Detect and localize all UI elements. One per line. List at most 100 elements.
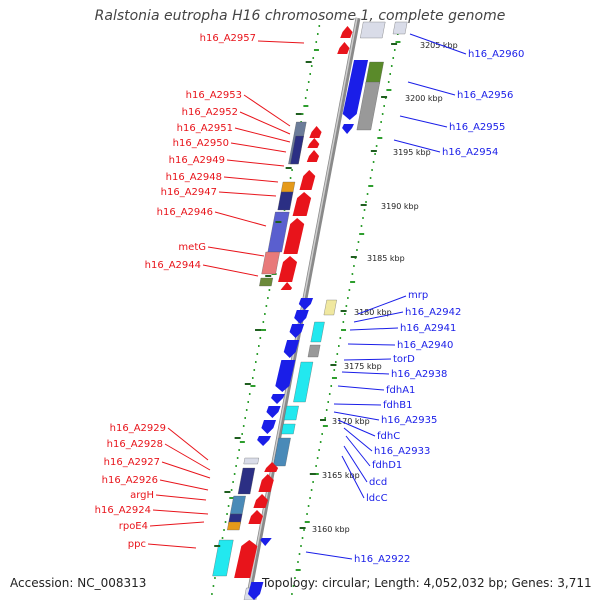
gene-arrow [260, 538, 272, 546]
gene-label[interactable]: h16_A2922 [354, 554, 410, 565]
gene-label[interactable]: h16_A2947 [161, 187, 217, 198]
label-leader-lines [147, 33, 467, 560]
gene-label[interactable]: h16_A2935 [381, 415, 437, 426]
gene-label[interactable]: h16_A2929 [110, 423, 166, 434]
cds-block [307, 344, 321, 358]
leader-line [343, 358, 392, 361]
leader-line [345, 435, 371, 467]
leader-line [234, 127, 291, 143]
gene-label[interactable]: h16_A2950 [173, 138, 229, 149]
cds-blocks [212, 21, 408, 600]
gene-label[interactable]: fdhC [377, 431, 400, 442]
leader-line [409, 33, 467, 55]
gene-label[interactable]: h16_A2956 [457, 90, 513, 101]
cds-block [259, 277, 274, 287]
gene-label[interactable]: h16_A2926 [102, 475, 158, 486]
gene-label[interactable]: h16_A2960 [468, 49, 524, 60]
gene-label[interactable]: dcd [369, 477, 387, 488]
cds-block [273, 437, 291, 467]
gene-label[interactable]: h16_A2955 [449, 122, 505, 133]
gene-label[interactable]: h16_A2933 [374, 446, 430, 457]
leader-line [223, 176, 279, 183]
gene-label[interactable]: argH [130, 490, 154, 501]
leader-line [230, 142, 287, 153]
kbp-label: 3165 kbp [322, 471, 360, 480]
gene-label[interactable]: h16_A2927 [104, 457, 160, 468]
gene-label[interactable]: h16_A2941 [400, 323, 456, 334]
map-title: Ralstonia eutropha H16 chromosome 1, com… [94, 8, 506, 24]
gene-label[interactable]: h16_A2951 [177, 123, 233, 134]
gene-label[interactable]: rpoE4 [119, 521, 148, 532]
gene-label[interactable]: fdhA1 [386, 385, 415, 396]
gene-arrow [337, 42, 350, 54]
leader-line [399, 115, 448, 128]
cds-block [277, 191, 294, 211]
gene-label[interactable]: fdhD1 [372, 460, 402, 471]
cds-block [227, 521, 241, 531]
leader-line [343, 427, 373, 452]
leader-line [161, 461, 211, 479]
gene-label[interactable]: ppc [128, 539, 146, 550]
leader-line [202, 264, 259, 277]
leader-line [149, 521, 205, 527]
gene-label[interactable]: h16_A2948 [166, 172, 222, 183]
gene-label[interactable]: h16_A2938 [391, 369, 447, 380]
gene-arrow [280, 282, 293, 290]
gene-arrow [307, 138, 320, 148]
accession-text: Accession: NC_008313 [10, 576, 147, 590]
cds-block [283, 405, 299, 421]
leader-line [343, 445, 368, 483]
kbp-label: 3190 kbp [381, 202, 419, 211]
gene-label[interactable]: ldcC [366, 493, 388, 504]
gene-arrow [283, 340, 300, 358]
cds-block [360, 21, 386, 39]
gene-label[interactable]: h16_A2946 [157, 207, 213, 218]
leader-line [257, 40, 305, 44]
gene-label[interactable]: h16_A2940 [397, 340, 453, 351]
gene-label[interactable]: h16_A2953 [186, 90, 242, 101]
gene-arrow [234, 540, 258, 578]
gene-arrows [234, 26, 369, 600]
leader-line [243, 94, 291, 127]
left-gene-labels: h16_A2957 h16_A2953 h16_A2952 h16_A2951 … [95, 33, 256, 550]
leader-line [167, 427, 209, 461]
leader-line [393, 139, 441, 153]
kbp-label: 3205 kbp [420, 41, 458, 50]
leader-line [333, 411, 380, 421]
gene-arrow [342, 60, 369, 120]
topology-text: Topology: circular; Length: 4,052,032 bp… [262, 576, 592, 590]
leader-line [333, 403, 382, 406]
leader-line [341, 455, 365, 499]
gene-label[interactable]: mrp [408, 290, 428, 301]
leader-line [353, 311, 404, 323]
gene-arrow [264, 462, 279, 472]
gene-label[interactable]: h16_A2944 [145, 260, 201, 271]
leader-line [226, 159, 285, 167]
leader-line [357, 295, 407, 315]
kbp-label: 3160 kbp [312, 525, 350, 534]
leader-line [341, 371, 390, 375]
kbp-label: 3180 kbp [354, 308, 392, 317]
gene-label[interactable]: h16_A2954 [442, 147, 498, 158]
gene-arrow [275, 360, 296, 392]
leader-line [207, 246, 265, 257]
gene-label[interactable]: fdhB1 [383, 400, 412, 411]
gene-arrow [299, 170, 316, 190]
cds-block [290, 135, 304, 165]
gene-label[interactable]: h16_A2924 [95, 505, 151, 516]
leader-line [305, 551, 353, 560]
kbp-label: 3185 kbp [367, 254, 405, 263]
leader-line [337, 385, 385, 391]
gene-label[interactable]: h16_A2949 [169, 155, 225, 166]
gene-label[interactable]: metG [178, 242, 206, 253]
gene-label[interactable]: h16_A2942 [405, 307, 461, 318]
cds-block [267, 211, 290, 253]
gene-label[interactable]: h16_A2952 [182, 107, 238, 118]
gene-label[interactable]: torD [393, 354, 415, 365]
cds-block [365, 61, 384, 85]
kbp-label: 3175 kbp [344, 362, 382, 371]
cds-block [280, 181, 296, 193]
gene-arrow [248, 582, 264, 600]
gene-label[interactable]: h16_A2928 [107, 439, 163, 450]
gene-label[interactable]: h16_A2957 [200, 33, 256, 44]
